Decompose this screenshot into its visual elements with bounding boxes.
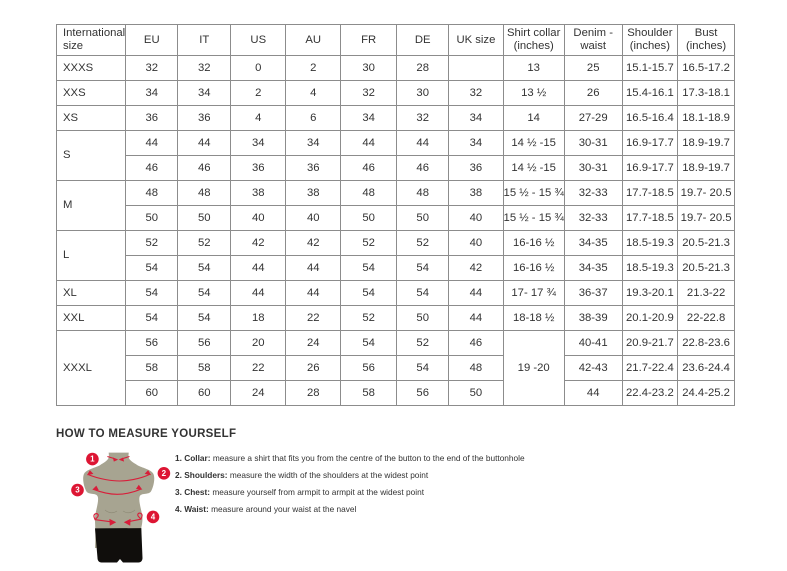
svg-text:3: 3 [75, 486, 80, 495]
svg-text:1: 1 [90, 455, 95, 464]
svg-text:2: 2 [162, 469, 167, 478]
svg-text:4: 4 [151, 512, 156, 521]
